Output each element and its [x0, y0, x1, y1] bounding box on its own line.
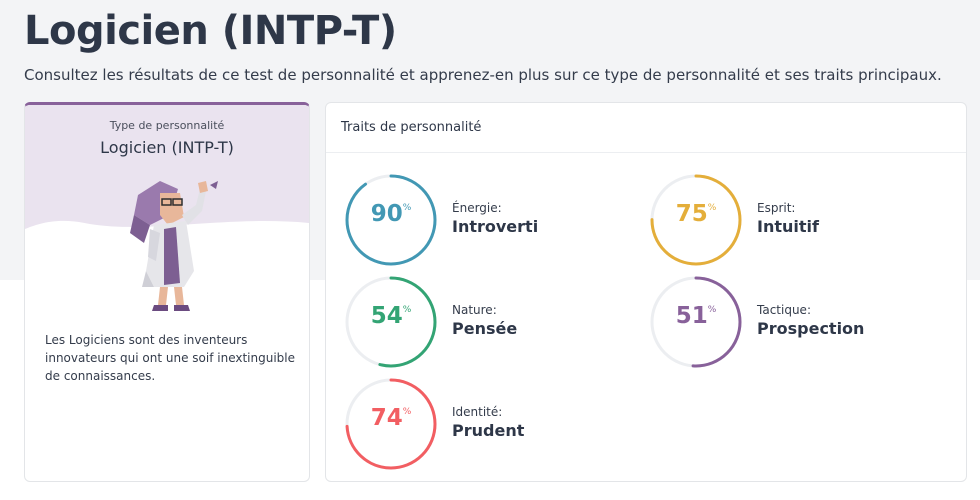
type-name: Logicien (INTP-T) [100, 138, 234, 157]
trait-ring-progress [650, 276, 742, 368]
trait-ring [650, 174, 742, 266]
card-background-shape [25, 105, 309, 229]
trait-label: Tactique: [757, 303, 811, 317]
trait-percent: 54% [370, 303, 412, 329]
personality-traits-card: Traits de personnalité 90% Énergie: Intr… [325, 102, 967, 482]
trait-ring-progress [345, 174, 437, 266]
trait-identity[interactable]: 74% Identité: Prudent [344, 377, 644, 473]
trait-mind[interactable]: 75% Esprit: Intuitif [649, 173, 949, 269]
trait-ring [650, 276, 742, 368]
trait-label: Énergie: [452, 201, 502, 215]
trait-value: Introverti [452, 217, 539, 236]
page-subtitle: Consultez les résultats de ce test de pe… [24, 66, 942, 84]
trait-label: Esprit: [757, 201, 796, 215]
trait-ring [345, 378, 437, 470]
trait-value: Prudent [452, 421, 525, 440]
trait-percent: 74% [370, 405, 412, 431]
trait-ring [345, 276, 437, 368]
trait-label: Nature: [452, 303, 497, 317]
trait-value: Prospection [757, 319, 865, 338]
traits-title: Traits de personnalité [341, 120, 482, 135]
trait-label: Identité: [452, 405, 503, 419]
page-title: Logicien (INTP-T) [24, 8, 397, 54]
trait-tactics[interactable]: 51% Tactique: Prospection [649, 275, 949, 371]
type-description: Les Logiciens sont des inventeurs innova… [45, 333, 295, 383]
trait-energy[interactable]: 90% Énergie: Introverti [344, 173, 644, 269]
trait-ring-progress [650, 174, 742, 266]
trait-percent: 75% [675, 201, 717, 227]
type-label: Type de personnalité [109, 119, 225, 132]
personality-type-card: Type de personnalité Logicien (INTP-T) L… [24, 102, 310, 482]
trait-nature[interactable]: 54% Nature: Pensée [344, 275, 644, 371]
trait-percent: 51% [675, 303, 717, 329]
trait-percent: 90% [370, 201, 412, 227]
trait-ring-progress [345, 276, 437, 368]
trait-value: Intuitif [757, 217, 819, 236]
traits-header: Traits de personnalité [326, 103, 966, 153]
trait-value: Pensée [452, 319, 518, 338]
logician-character-illustration [130, 181, 218, 311]
trait-ring [345, 174, 437, 266]
trait-ring-progress [345, 378, 437, 470]
